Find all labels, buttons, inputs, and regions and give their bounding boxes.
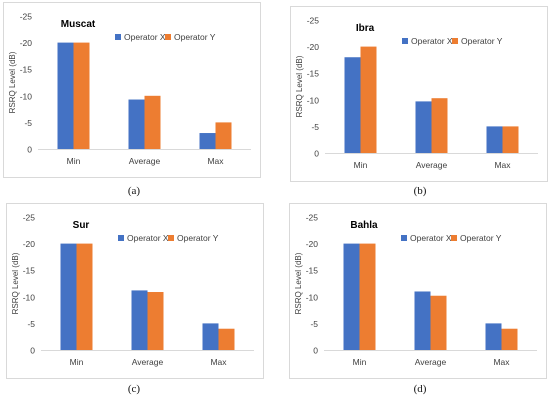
bar-operator-x xyxy=(414,291,431,350)
bar-operator-y xyxy=(218,328,235,350)
bar-operator-x xyxy=(199,133,216,149)
caption-c: (c) xyxy=(127,383,141,395)
chart-title: Muscat xyxy=(61,19,96,30)
y-tick-label: -20 xyxy=(306,239,319,249)
chart-svg: -25 -20 -15 -10 -5 0 RSRQ Level (dB) Ibra Operat… xyxy=(290,6,548,182)
legend-swatch xyxy=(118,235,124,241)
chart-panel-ibra: -25 -20 -15 -10 -5 0 RSRQ Level (dB) Ibra Operat… xyxy=(290,6,548,182)
chart-svg: -25 -20 -15 -10 -5 0 RSRQ Level (dB) Bahla Opera… xyxy=(289,203,547,379)
y-tick-label: 0 xyxy=(314,149,319,159)
y-tick-label: -5 xyxy=(24,118,32,128)
legend-swatch xyxy=(401,235,407,241)
legend-label: Operator Y xyxy=(461,36,503,46)
x-tick-label: Average xyxy=(415,357,447,367)
legend-label: Operator Y xyxy=(174,32,216,42)
bar-operator-x xyxy=(202,323,219,350)
x-tick-label: Min xyxy=(353,357,367,367)
x-tick-label: Min xyxy=(354,160,368,170)
bar-operator-x xyxy=(344,57,361,153)
chart-title: Sur xyxy=(73,220,90,231)
y-tick-label: -20 xyxy=(20,38,33,48)
bar-operator-x xyxy=(60,243,77,350)
chart-frame xyxy=(289,203,547,379)
x-tick-label: Average xyxy=(132,357,164,367)
bar-operator-y xyxy=(360,46,377,153)
legend-label: Operator X xyxy=(124,32,166,42)
y-axis-label: RSRQ Level (dB) xyxy=(8,51,17,113)
bar-operator-y xyxy=(76,243,93,350)
y-tick-label: -10 xyxy=(306,292,319,302)
x-tick-label: Average xyxy=(129,156,161,166)
caption-a: (a) xyxy=(127,185,141,197)
legend-label: Operator X xyxy=(411,36,453,46)
x-tick-label: Max xyxy=(494,160,511,170)
y-axis-label: RSRQ Level (dB) xyxy=(295,55,304,117)
chart-title: Ibra xyxy=(356,23,375,34)
bar-operator-x xyxy=(485,323,502,350)
chart-title: Bahla xyxy=(350,220,378,231)
chart-panel-sur: -25 -20 -15 -10 -5 0 RSRQ Level (dB) Sur Operato… xyxy=(6,203,264,379)
y-tick-label: -25 xyxy=(20,12,33,22)
bar-operator-y xyxy=(359,243,376,350)
legend-swatch xyxy=(115,34,121,40)
legend-swatch xyxy=(452,38,458,44)
bar-operator-y xyxy=(430,295,447,350)
y-tick-label: -15 xyxy=(307,69,320,79)
chart-panel-muscat: -25 -20 -15 -10 -5 0 RSRQ Level (dB) Muscat Oper… xyxy=(3,2,261,178)
bar-operator-y xyxy=(501,328,518,350)
x-tick-label: Min xyxy=(67,156,81,166)
caption-d: (d) xyxy=(413,383,427,395)
y-axis-label: RSRQ Level (dB) xyxy=(294,252,303,314)
legend-swatch xyxy=(451,235,457,241)
y-tick-label: -5 xyxy=(311,122,319,132)
y-tick-label: -25 xyxy=(23,213,36,223)
y-tick-label: -25 xyxy=(306,213,319,223)
y-tick-label: 0 xyxy=(27,145,32,155)
x-tick-label: Max xyxy=(207,156,224,166)
y-tick-label: -10 xyxy=(307,95,320,105)
bar-operator-y xyxy=(215,122,232,149)
y-tick-label: -5 xyxy=(27,319,35,329)
bar-operator-x xyxy=(128,99,145,149)
y-tick-label: -20 xyxy=(307,42,320,52)
y-tick-label: -25 xyxy=(307,16,320,26)
chart-panel-bahla: -25 -20 -15 -10 -5 0 RSRQ Level (dB) Bahla Opera… xyxy=(289,203,547,379)
bar-operator-x xyxy=(415,101,432,153)
bar-operator-x xyxy=(131,290,148,350)
y-axis-label: RSRQ Level (dB) xyxy=(11,252,20,314)
y-tick-label: -15 xyxy=(306,266,319,276)
x-tick-label: Max xyxy=(493,357,510,367)
chart-svg: -25 -20 -15 -10 -5 0 RSRQ Level (dB) Muscat Oper… xyxy=(3,2,261,178)
x-tick-label: Min xyxy=(70,357,84,367)
chart-frame xyxy=(290,6,548,182)
bar-operator-x xyxy=(343,243,360,350)
legend-label: Operator Y xyxy=(177,233,219,243)
y-tick-label: 0 xyxy=(313,346,318,356)
x-tick-label: Max xyxy=(210,357,227,367)
bar-operator-y xyxy=(502,126,519,153)
legend-label: Operator Y xyxy=(460,233,502,243)
y-tick-label: -10 xyxy=(20,91,33,101)
chart-frame xyxy=(3,2,261,178)
y-tick-label: -15 xyxy=(20,65,33,75)
y-tick-label: -20 xyxy=(23,239,36,249)
legend-swatch xyxy=(402,38,408,44)
legend-swatch xyxy=(168,235,174,241)
legend-label: Operator X xyxy=(410,233,452,243)
legend-label: Operator X xyxy=(127,233,169,243)
y-tick-label: -15 xyxy=(23,266,36,276)
y-tick-label: 0 xyxy=(30,346,35,356)
y-tick-label: -10 xyxy=(23,292,36,302)
bar-operator-y xyxy=(73,42,90,149)
bar-operator-y xyxy=(431,98,448,153)
bar-operator-y xyxy=(144,95,161,149)
bar-operator-x xyxy=(486,126,503,153)
legend-swatch xyxy=(165,34,171,40)
bar-operator-y xyxy=(147,292,164,350)
bar-operator-x xyxy=(57,42,74,149)
caption-b: (b) xyxy=(413,185,427,197)
y-tick-label: -5 xyxy=(310,319,318,329)
x-tick-label: Average xyxy=(416,160,448,170)
chart-svg: -25 -20 -15 -10 -5 0 RSRQ Level (dB) Sur Operato… xyxy=(6,203,264,379)
